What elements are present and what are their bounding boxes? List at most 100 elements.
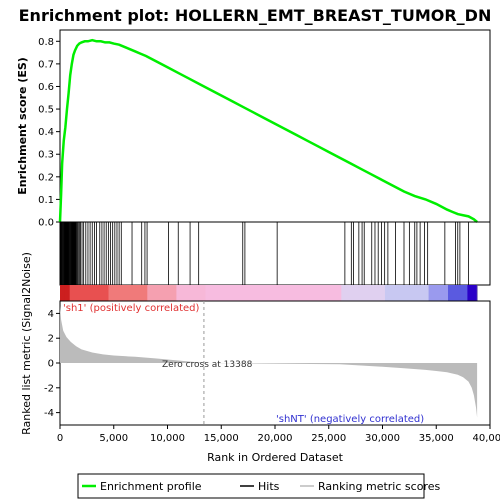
rank-band-segment — [326, 285, 333, 301]
rank-band-segment — [414, 285, 420, 301]
rank-band-segment — [147, 285, 153, 301]
rank-band-segment — [336, 285, 342, 301]
rank-band-segment — [181, 285, 187, 301]
rank-color-band — [60, 285, 478, 301]
es-y-tick-label: 0.6 — [38, 82, 54, 93]
hits-panel — [59, 221, 491, 286]
legend-label-hits: Hits — [258, 480, 280, 493]
legend-label-enrichment-profile: Enrichment profile — [100, 480, 202, 493]
es-y-axis: 0.0 0.1 0.2 0.3 0.4 0.5 0.6 0.7 0.8 — [38, 37, 60, 229]
rank-band-segment — [433, 285, 439, 301]
rank-band-segment — [215, 285, 221, 301]
rank-band-segment — [142, 285, 148, 301]
rank-band-segment — [268, 285, 274, 301]
es-y-tick-label: 0.7 — [38, 59, 54, 70]
rank-band-segment — [462, 285, 468, 301]
rank-band-segment — [389, 285, 396, 301]
ranking-metric-area — [60, 305, 478, 418]
rank-band-segment — [132, 285, 139, 301]
x-axis: 0 5,000 10,000 15,000 20,000 25,000 30,000 35,0… — [57, 425, 500, 444]
rank-band-segment — [346, 285, 352, 301]
rank-band-segment — [409, 285, 415, 301]
metric-y-tick-label: 2 — [48, 334, 54, 345]
metric-y-axis-label: Ranked list metric (Signal2Noise) — [20, 252, 33, 435]
rank-band-segment — [331, 285, 337, 301]
rank-band-segment — [404, 285, 410, 301]
rank-band-segment — [370, 285, 376, 301]
es-y-tick-label: 0.0 — [38, 218, 54, 229]
rank-band-segment — [355, 285, 362, 301]
rank-band-segment — [360, 285, 367, 301]
x-tick-label: 0 — [57, 433, 63, 444]
rank-band-segment — [287, 285, 294, 301]
rank-band-segment — [108, 285, 114, 301]
rank-band-segment — [375, 285, 381, 301]
rank-band-segment — [195, 285, 202, 301]
x-tick-label: 10,000 — [150, 433, 185, 444]
rank-band-segment — [93, 285, 100, 301]
negative-correlation-label: 'shNT' (negatively correlated) — [276, 414, 424, 425]
rank-band-segment — [84, 285, 90, 301]
rank-band-segment — [312, 285, 318, 301]
legend: Enrichment profile Hits Ranking metric s… — [77, 473, 440, 499]
rank-band-segment — [60, 285, 66, 301]
rank-band-segment — [467, 285, 473, 301]
rank-band-segment — [69, 285, 76, 301]
es-y-tick-label: 0.3 — [38, 150, 54, 161]
rank-band-segment — [166, 285, 173, 301]
rank-band-segment — [98, 285, 105, 301]
rank-band-segment — [423, 285, 430, 301]
rank-band-segment — [321, 285, 328, 301]
rank-band-segment — [394, 285, 400, 301]
x-tick-label: 30,000 — [365, 433, 400, 444]
rank-band-segment — [317, 285, 323, 301]
metric-y-tick-label: -2 — [44, 383, 54, 394]
rank-band-segment — [220, 285, 226, 301]
rank-band-segment — [210, 285, 216, 301]
rank-band-segment — [64, 285, 71, 301]
rank-band-segment — [127, 285, 134, 301]
rank-band-segment — [302, 285, 308, 301]
x-tick-label: 5,000 — [99, 433, 128, 444]
rank-band-segment — [448, 285, 454, 301]
rank-band-segment — [273, 285, 279, 301]
metric-panel: Zero cross at 13388 'sh1' (positively co… — [20, 252, 491, 435]
rank-band-segment — [224, 285, 231, 301]
legend-label-ranking-metric: Ranking metric scores — [318, 480, 440, 493]
rank-band-segment — [161, 285, 168, 301]
rank-band-segment — [157, 285, 163, 301]
rank-band-segment — [472, 285, 478, 301]
rank-band-segment — [384, 285, 391, 301]
rank-band-segment — [200, 285, 206, 301]
rank-band-segment — [205, 285, 211, 301]
rank-band-segment — [118, 285, 124, 301]
rank-band-segment — [234, 285, 240, 301]
rank-band-segment — [399, 285, 405, 301]
es-y-tick-label: 0.8 — [38, 37, 54, 48]
rank-band-segment — [292, 285, 299, 301]
es-y-axis-label: Enrichment score (ES) — [16, 57, 29, 195]
metric-y-axis: 4 2 0 -2 -4 — [44, 309, 60, 419]
rank-band-segment — [254, 285, 260, 301]
rank-band-segment — [307, 285, 313, 301]
rank-band-segment — [283, 285, 289, 301]
rank-band-segment — [452, 285, 459, 301]
rank-band-segment — [443, 285, 449, 301]
metric-y-tick-label: -4 — [44, 408, 54, 419]
x-tick-label: 15,000 — [204, 433, 239, 444]
rank-band-segment — [258, 285, 265, 301]
es-y-tick-label: 0.4 — [38, 127, 54, 138]
rank-band-segment — [190, 285, 197, 301]
rank-band-segment — [113, 285, 119, 301]
rank-band-segment — [176, 285, 182, 301]
rank-band-segment — [89, 285, 95, 301]
zero-cross-label: Zero cross at 13388 — [162, 360, 253, 370]
x-tick-label: 25,000 — [311, 433, 346, 444]
x-tick-label: 20,000 — [258, 433, 293, 444]
metric-y-tick-label: 4 — [48, 309, 54, 320]
rank-band-segment — [438, 285, 444, 301]
hit-marks — [59, 222, 469, 285]
x-tick-label: 35,000 — [419, 433, 454, 444]
rank-band-segment — [152, 285, 158, 301]
